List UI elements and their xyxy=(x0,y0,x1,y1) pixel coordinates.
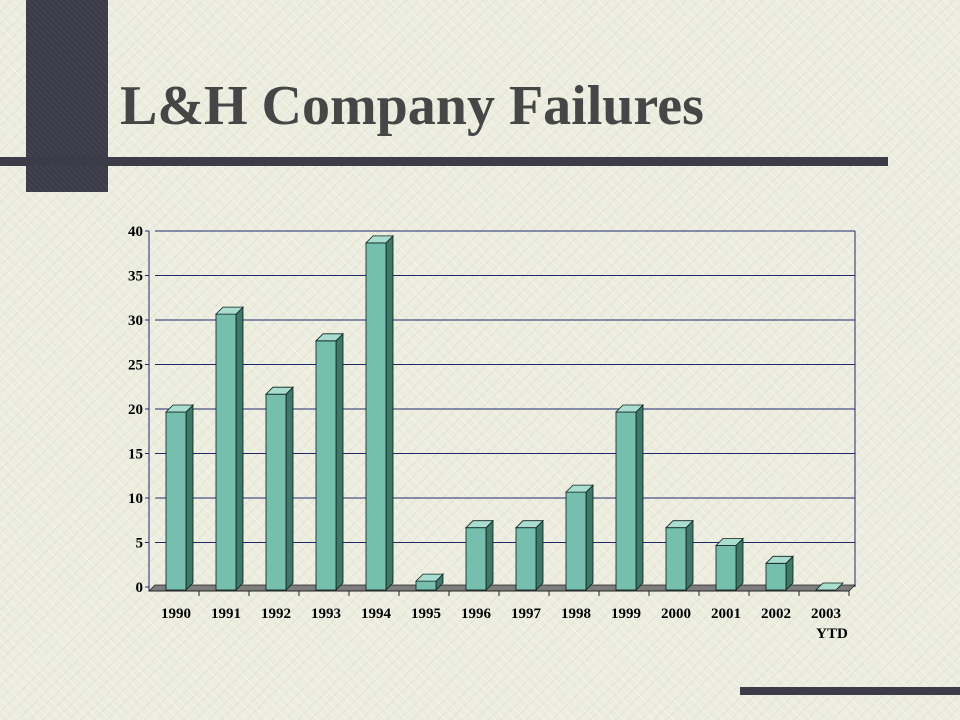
x-tick-label: 2001 xyxy=(711,606,741,622)
x-tick-label: 1994 xyxy=(361,606,392,622)
x-tick-label: 1992 xyxy=(261,606,291,622)
bar xyxy=(515,527,537,591)
bar-top xyxy=(715,538,744,546)
bar xyxy=(715,545,737,591)
bar-top xyxy=(215,306,244,315)
x-tick-label: 2003 YTD xyxy=(811,606,848,642)
y-tick-label: 15 xyxy=(128,447,143,463)
x-tick-label: 1997 xyxy=(511,606,542,622)
bar-top xyxy=(415,573,444,582)
bar-top xyxy=(765,555,794,564)
bar-top xyxy=(815,582,844,591)
bar-top xyxy=(165,404,194,413)
bar xyxy=(665,527,687,591)
bar-side xyxy=(635,404,644,591)
x-tick-label: 1999 xyxy=(611,606,641,622)
bar xyxy=(215,313,237,591)
bar-top xyxy=(565,484,594,493)
x-tick-label: 2000 xyxy=(661,606,691,622)
x-tick-label: 1998 xyxy=(561,606,591,622)
bar xyxy=(615,411,637,591)
page-title: L&H Company Failures xyxy=(120,75,704,137)
x-tick-label: 2002 xyxy=(761,606,791,622)
y-tick-label: 10 xyxy=(128,491,143,507)
bar xyxy=(465,527,487,591)
bar xyxy=(165,411,187,591)
y-tick-label: 30 xyxy=(128,313,143,329)
bar-side xyxy=(535,519,544,591)
title-underline-bar xyxy=(0,157,888,166)
x-tick-label: 1993 xyxy=(311,606,341,622)
bar xyxy=(415,580,437,591)
bar-top xyxy=(315,333,344,342)
bar-side xyxy=(585,484,594,591)
x-tick-label: 1991 xyxy=(211,606,241,622)
bar xyxy=(265,393,287,591)
bar xyxy=(765,562,787,591)
bar xyxy=(565,491,587,591)
y-tick-label: 5 xyxy=(136,536,144,552)
y-tick-label: 25 xyxy=(128,358,143,374)
bar-top xyxy=(465,520,494,529)
bar-side xyxy=(285,386,294,591)
y-tick-label: 35 xyxy=(128,269,143,285)
bar-side xyxy=(185,404,194,591)
bar-side xyxy=(335,332,344,591)
bar-side xyxy=(685,519,694,591)
y-tick-label: 40 xyxy=(128,224,143,240)
bar-top xyxy=(365,235,394,244)
decorative-corner-bar xyxy=(740,687,960,695)
bar-side xyxy=(385,234,394,591)
bar-top xyxy=(515,520,544,529)
bar-top xyxy=(615,404,644,413)
bar-top xyxy=(265,386,294,395)
x-tick-label: 1990 xyxy=(161,606,191,622)
y-tick-label: 0 xyxy=(136,580,144,596)
bar-side xyxy=(485,519,494,591)
x-tick-label: 1996 xyxy=(461,606,492,622)
bar xyxy=(315,340,337,591)
chart-floor xyxy=(148,584,856,592)
bar-side xyxy=(735,537,744,591)
bar-top xyxy=(665,520,694,529)
bar-side xyxy=(235,306,244,591)
bar xyxy=(365,242,387,591)
x-tick-label: 1995 xyxy=(411,606,441,622)
y-tick-label: 20 xyxy=(128,402,143,418)
